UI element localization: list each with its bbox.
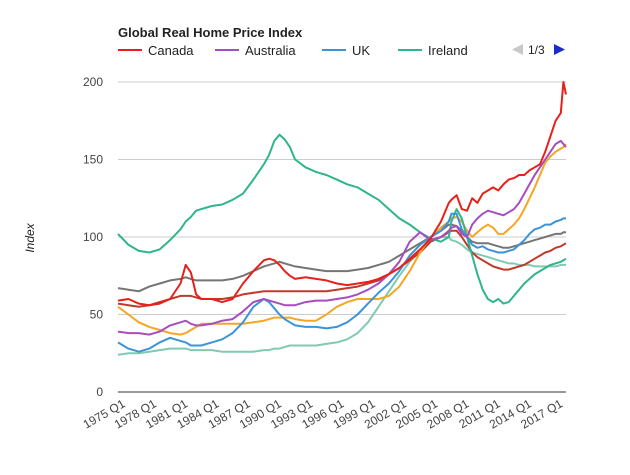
y-tick-label: 0 <box>96 385 103 399</box>
legend-item-australia[interactable]: Australia <box>215 43 296 58</box>
legend-label: Ireland <box>428 43 468 58</box>
series-line-canada[interactable] <box>117 81 567 307</box>
pager-page-indicator: 1/3 <box>528 43 545 57</box>
y-axis-ticks: 0 50 100 150 200 <box>83 75 103 399</box>
y-axis-label: Index <box>23 222 37 252</box>
series-line-ireland[interactable] <box>117 133 567 305</box>
y-tick-label: 200 <box>83 75 103 89</box>
series-line-uk[interactable] <box>117 212 566 353</box>
legend-item-canada[interactable]: Canada <box>118 43 194 58</box>
legend-label: Canada <box>148 43 194 58</box>
y-tick-label: 150 <box>83 153 103 167</box>
pager-prev-icon[interactable] <box>512 44 523 55</box>
legend[interactable]: Canada Australia UK Ireland <box>118 43 468 58</box>
legend-label: Australia <box>245 43 296 58</box>
legend-label: UK <box>352 43 370 58</box>
series-line-series-5[interactable] <box>117 143 567 336</box>
series-line-series-8[interactable] <box>117 236 566 356</box>
legend-item-ireland[interactable]: Ireland <box>398 43 468 58</box>
series-line-australia[interactable] <box>117 139 567 336</box>
pager-next-icon[interactable] <box>554 44 565 55</box>
legend-pager[interactable]: 1/3 <box>512 43 565 57</box>
y-tick-label: 50 <box>90 308 104 322</box>
chart-title: Global Real Home Price Index <box>118 25 303 40</box>
series-lines <box>117 81 567 356</box>
legend-item-uk[interactable]: UK <box>322 43 370 58</box>
gridlines <box>118 81 566 393</box>
y-tick-label: 100 <box>83 230 103 244</box>
